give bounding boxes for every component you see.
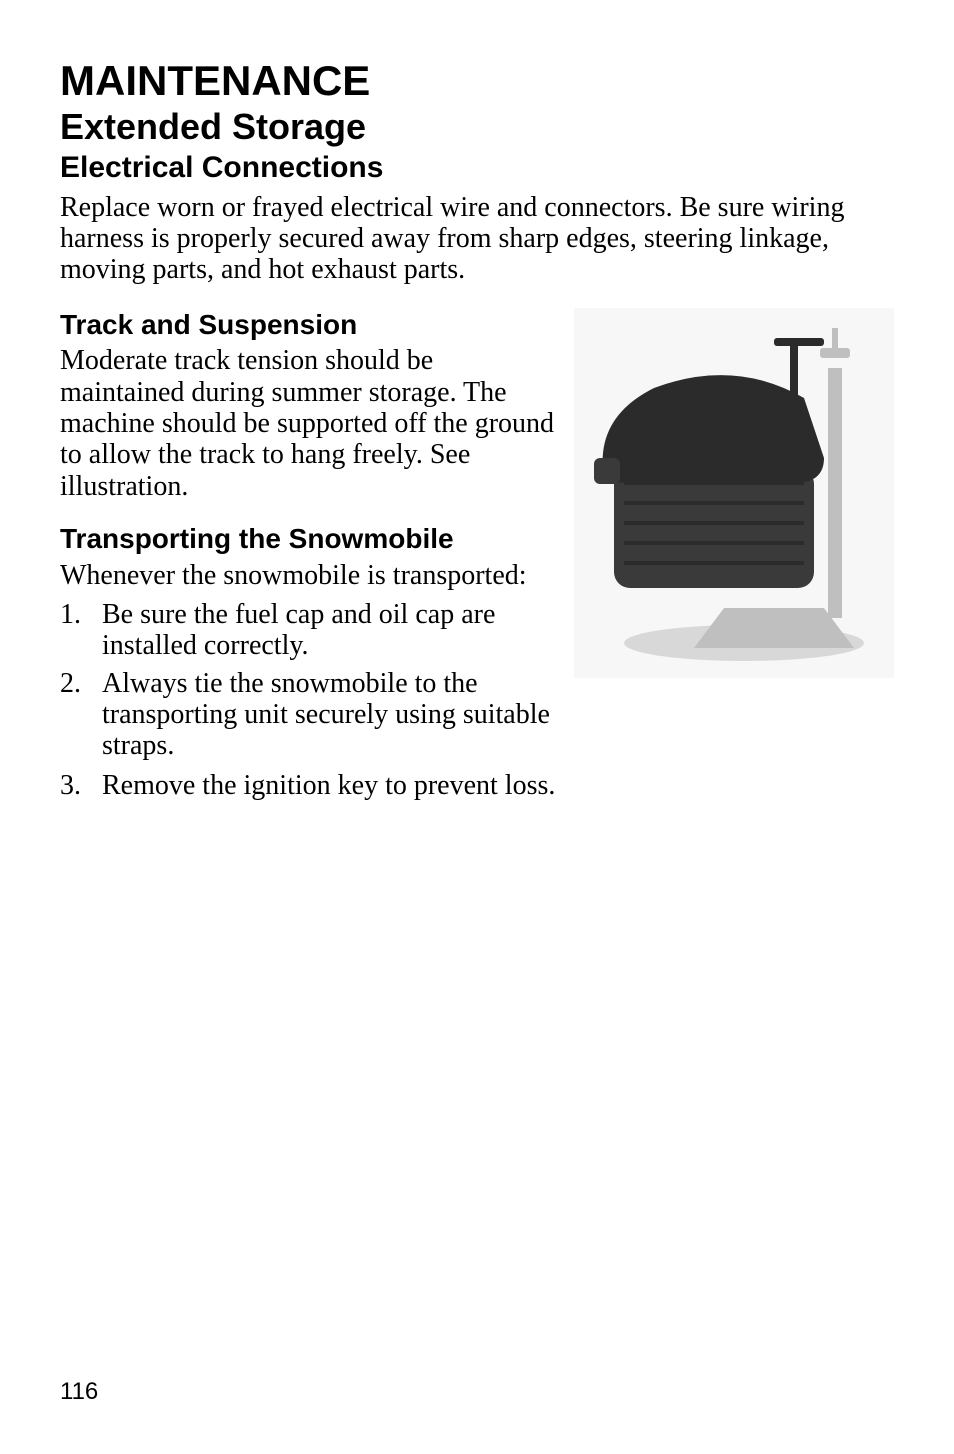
heading-maintenance: MAINTENANCE bbox=[60, 58, 894, 104]
paragraph-transport-intro: Whenever the snowmobile is transported: bbox=[60, 560, 556, 591]
page-number: 116 bbox=[60, 1378, 98, 1406]
illustration-container bbox=[574, 308, 894, 678]
transport-steps-list-continued: 3. Remove the ignition key to prevent lo… bbox=[60, 770, 894, 801]
step-number: 1. bbox=[60, 599, 102, 662]
paragraph-track: Moderate track tension should be maintai… bbox=[60, 345, 556, 502]
step-text: Be sure the fuel cap and oil cap are ins… bbox=[102, 599, 556, 662]
transport-steps-list: 1. Be sure the fuel cap and oil cap are … bbox=[60, 599, 556, 762]
left-text-column: Track and Suspension Moderate track tens… bbox=[60, 308, 556, 762]
step-number: 2. bbox=[60, 668, 102, 762]
heading-track-suspension: Track and Suspension bbox=[60, 308, 556, 342]
step-text: Remove the ignition key to prevent loss. bbox=[102, 770, 894, 801]
snowmobile-stand-icon bbox=[574, 308, 894, 678]
heading-extended-storage: Extended Storage bbox=[60, 106, 894, 147]
heading-electrical-connections: Electrical Connections bbox=[60, 150, 894, 186]
step-number: 3. bbox=[60, 770, 102, 801]
list-item: 2. Always tie the snowmobile to the tran… bbox=[60, 668, 556, 762]
heading-transporting: Transporting the Snowmobile bbox=[60, 522, 556, 556]
list-item: 3. Remove the ignition key to prevent lo… bbox=[60, 770, 894, 801]
step-text: Always tie the snowmobile to the transpo… bbox=[102, 668, 556, 762]
page: MAINTENANCE Extended Storage Electrical … bbox=[0, 0, 954, 1454]
list-item: 1. Be sure the fuel cap and oil cap are … bbox=[60, 599, 556, 662]
paragraph-electrical: Replace worn or frayed electrical wire a… bbox=[60, 192, 894, 286]
track-and-image-row: Track and Suspension Moderate track tens… bbox=[60, 308, 894, 762]
